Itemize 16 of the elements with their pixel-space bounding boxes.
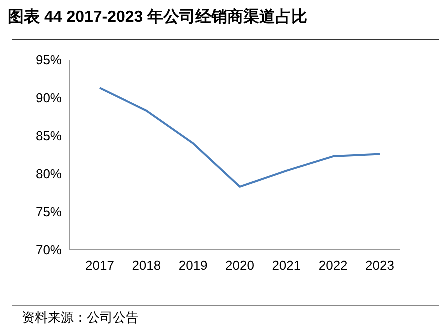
y-tick-label: 70% <box>36 242 62 258</box>
y-tick-label: 80% <box>36 166 62 182</box>
chart-title: 图表 44 2017-2023 年公司经销商渠道占比 <box>8 8 308 26</box>
text: 资料来源：公司公告 <box>22 311 139 326</box>
x-tick-label: 2020 <box>226 258 254 273</box>
y-tick-label: 95% <box>36 52 62 68</box>
y-tick-label: 75% <box>36 204 62 220</box>
y-tick-label: 85% <box>36 128 62 144</box>
x-tick-label: 2022 <box>318 258 348 273</box>
y-tick-label: 90% <box>36 90 62 106</box>
x-tick-label: 2021 <box>272 258 302 273</box>
x-tick-label: 2023 <box>366 258 394 273</box>
x-tick-label: 2019 <box>178 258 208 273</box>
x-tick-label: 2017 <box>86 258 114 273</box>
line-series <box>99 87 381 188</box>
x-tick-label: 2018 <box>132 258 162 273</box>
